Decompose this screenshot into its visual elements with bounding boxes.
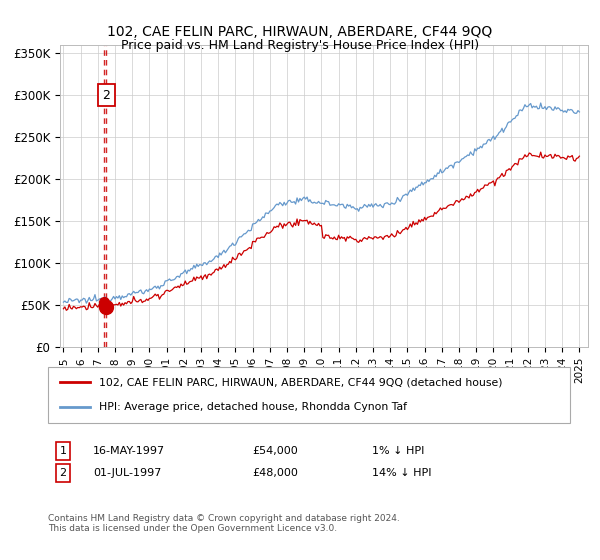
Text: Price paid vs. HM Land Registry's House Price Index (HPI): Price paid vs. HM Land Registry's House … [121,39,479,52]
Text: £54,000: £54,000 [252,446,298,456]
Text: Contains HM Land Registry data © Crown copyright and database right 2024.
This d: Contains HM Land Registry data © Crown c… [48,514,400,533]
Text: HPI: Average price, detached house, Rhondda Cynon Taf: HPI: Average price, detached house, Rhon… [99,402,407,412]
Text: 14% ↓ HPI: 14% ↓ HPI [372,468,431,478]
Text: 2: 2 [59,468,67,478]
Text: 102, CAE FELIN PARC, HIRWAUN, ABERDARE, CF44 9QQ (detached house): 102, CAE FELIN PARC, HIRWAUN, ABERDARE, … [99,377,503,388]
Text: 102, CAE FELIN PARC, HIRWAUN, ABERDARE, CF44 9QQ: 102, CAE FELIN PARC, HIRWAUN, ABERDARE, … [107,25,493,39]
Text: 1: 1 [59,446,67,456]
Text: £48,000: £48,000 [252,468,298,478]
Text: 2: 2 [103,88,110,102]
Text: 1% ↓ HPI: 1% ↓ HPI [372,446,424,456]
Text: 01-JUL-1997: 01-JUL-1997 [93,468,161,478]
Text: 16-MAY-1997: 16-MAY-1997 [93,446,165,456]
